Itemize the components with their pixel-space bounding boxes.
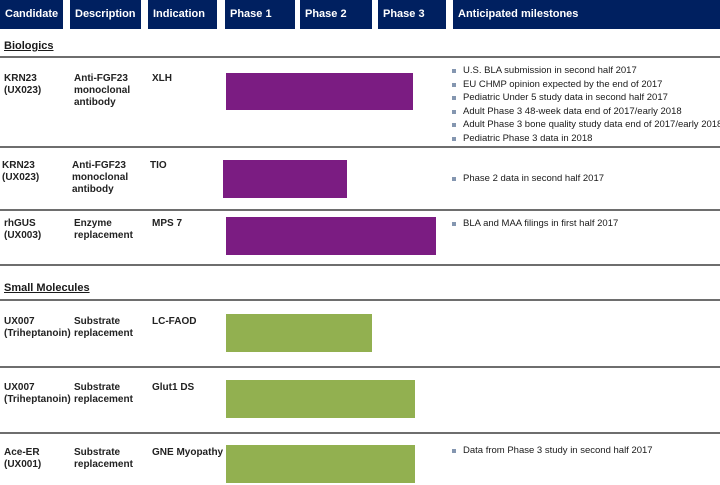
bullet-icon bbox=[452, 177, 456, 181]
indication: Glut1 DS bbox=[152, 382, 195, 393]
milestone-list: Phase 2 data in second half 2017 bbox=[452, 172, 604, 186]
bullet-icon bbox=[452, 109, 456, 114]
header-candidate: Candidate bbox=[0, 0, 63, 29]
description: Substrate replacement bbox=[74, 316, 133, 339]
header-milestones: Anticipated milestones bbox=[453, 0, 720, 29]
milestone-item: Adult Phase 3 48-week data end of 2017/e… bbox=[452, 105, 720, 119]
header-description: Description bbox=[70, 0, 141, 29]
milestone-item: Pediatric Phase 3 data in 2018 bbox=[452, 132, 720, 146]
divider bbox=[0, 56, 720, 58]
bullet-icon bbox=[452, 69, 456, 73]
divider bbox=[0, 146, 720, 148]
indication: TIO bbox=[150, 160, 167, 171]
divider bbox=[0, 432, 720, 434]
milestone-item: U.S. BLA submission in second half 2017 bbox=[452, 64, 720, 78]
bullet-icon bbox=[452, 222, 456, 226]
bullet-icon bbox=[452, 136, 456, 141]
header-indication: Indication bbox=[148, 0, 217, 29]
indication: GNE Myopathy bbox=[152, 447, 224, 458]
candidate-name: KRN23 (UX023) bbox=[2, 160, 40, 183]
bullet-icon bbox=[452, 82, 456, 87]
progress-bar bbox=[223, 160, 347, 198]
candidate-name: UX007 (Triheptanoin) bbox=[4, 382, 71, 405]
candidate-name: rhGUS (UX003) bbox=[4, 218, 42, 241]
candidate-name: KRN23 (UX023) bbox=[4, 73, 42, 96]
indication: LC-FAOD bbox=[152, 316, 197, 327]
description: Anti-FGF23 monoclonal antibody bbox=[74, 73, 131, 108]
bullet-icon bbox=[452, 123, 456, 127]
bullet-icon bbox=[452, 449, 456, 453]
candidate-name: UX007 (Triheptanoin) bbox=[4, 316, 71, 339]
header-phase-3: Phase 3 bbox=[378, 0, 446, 29]
milestone-item: Adult Phase 3 bone quality study data en… bbox=[452, 118, 720, 132]
milestone-list: Data from Phase 3 study in second half 2… bbox=[452, 444, 653, 458]
progress-bar bbox=[226, 314, 372, 352]
progress-bar bbox=[226, 217, 436, 255]
progress-bar bbox=[226, 73, 413, 110]
milestone-item: Phase 2 data in second half 2017 bbox=[452, 172, 604, 186]
section-small-molecules: Small Molecules bbox=[4, 282, 90, 294]
milestone-list: BLA and MAA filings in first half 2017 bbox=[452, 217, 618, 231]
milestone-item: Data from Phase 3 study in second half 2… bbox=[452, 444, 653, 458]
progress-bar bbox=[226, 445, 415, 483]
progress-bar bbox=[226, 380, 415, 418]
description: Enzyme replacement bbox=[74, 218, 133, 241]
milestone-list: U.S. BLA submission in second half 2017 … bbox=[452, 64, 720, 145]
section-biologics: Biologics bbox=[4, 40, 54, 52]
bullet-icon bbox=[452, 96, 456, 100]
divider bbox=[0, 299, 720, 301]
indication: MPS 7 bbox=[152, 218, 183, 229]
description: Substrate replacement bbox=[74, 447, 133, 470]
candidate-name: Ace-ER (UX001) bbox=[4, 447, 42, 470]
milestone-item: EU CHMP opinion expected by the end of 2… bbox=[452, 78, 720, 92]
milestone-item: BLA and MAA filings in first half 2017 bbox=[452, 217, 618, 231]
header-phase-2: Phase 2 bbox=[300, 0, 372, 29]
description: Substrate replacement bbox=[74, 382, 133, 405]
divider bbox=[0, 209, 720, 211]
divider bbox=[0, 366, 720, 368]
milestone-item: Pediatric Under 5 study data in second h… bbox=[452, 91, 720, 105]
divider bbox=[0, 264, 720, 266]
indication: XLH bbox=[152, 73, 172, 84]
header-phase-1: Phase 1 bbox=[225, 0, 295, 29]
description: Anti-FGF23 monoclonal antibody bbox=[72, 160, 129, 195]
